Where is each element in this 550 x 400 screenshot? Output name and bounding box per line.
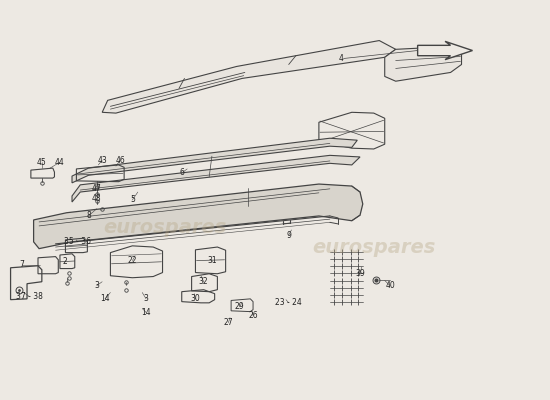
Text: eurospares: eurospares (103, 218, 227, 238)
Text: 29: 29 (234, 302, 244, 311)
Text: 8: 8 (86, 212, 91, 220)
Text: 32: 32 (199, 277, 208, 286)
Text: 22: 22 (128, 256, 137, 265)
Text: 9: 9 (287, 230, 291, 240)
Text: 5: 5 (130, 196, 135, 204)
Text: 35 - 36: 35 - 36 (64, 237, 91, 246)
Polygon shape (102, 40, 395, 113)
Text: 3: 3 (144, 294, 149, 303)
Text: 30: 30 (191, 294, 200, 303)
Text: 37 - 38: 37 - 38 (16, 292, 43, 301)
Text: 45: 45 (37, 158, 47, 167)
Text: 14: 14 (100, 294, 110, 303)
Polygon shape (72, 155, 360, 202)
Text: 6: 6 (179, 168, 184, 177)
Polygon shape (384, 46, 461, 81)
Text: 2: 2 (63, 257, 67, 266)
Text: 23 - 24: 23 - 24 (276, 298, 302, 307)
Text: 14: 14 (141, 308, 151, 317)
Text: 27: 27 (223, 318, 233, 327)
Text: eurospares: eurospares (312, 238, 436, 257)
Polygon shape (34, 184, 363, 249)
Text: 3: 3 (94, 281, 99, 290)
Polygon shape (72, 138, 358, 183)
Text: 26: 26 (248, 311, 258, 320)
Text: 40: 40 (386, 281, 395, 290)
Text: 48: 48 (92, 194, 102, 202)
Text: 47: 47 (92, 184, 102, 192)
Text: 46: 46 (116, 156, 125, 165)
Text: 43: 43 (97, 156, 107, 165)
Text: 4: 4 (338, 54, 343, 63)
Polygon shape (417, 41, 472, 60)
Text: 31: 31 (207, 256, 217, 265)
Text: 44: 44 (55, 158, 65, 167)
Text: 7: 7 (19, 260, 24, 269)
Text: 39: 39 (355, 269, 365, 278)
